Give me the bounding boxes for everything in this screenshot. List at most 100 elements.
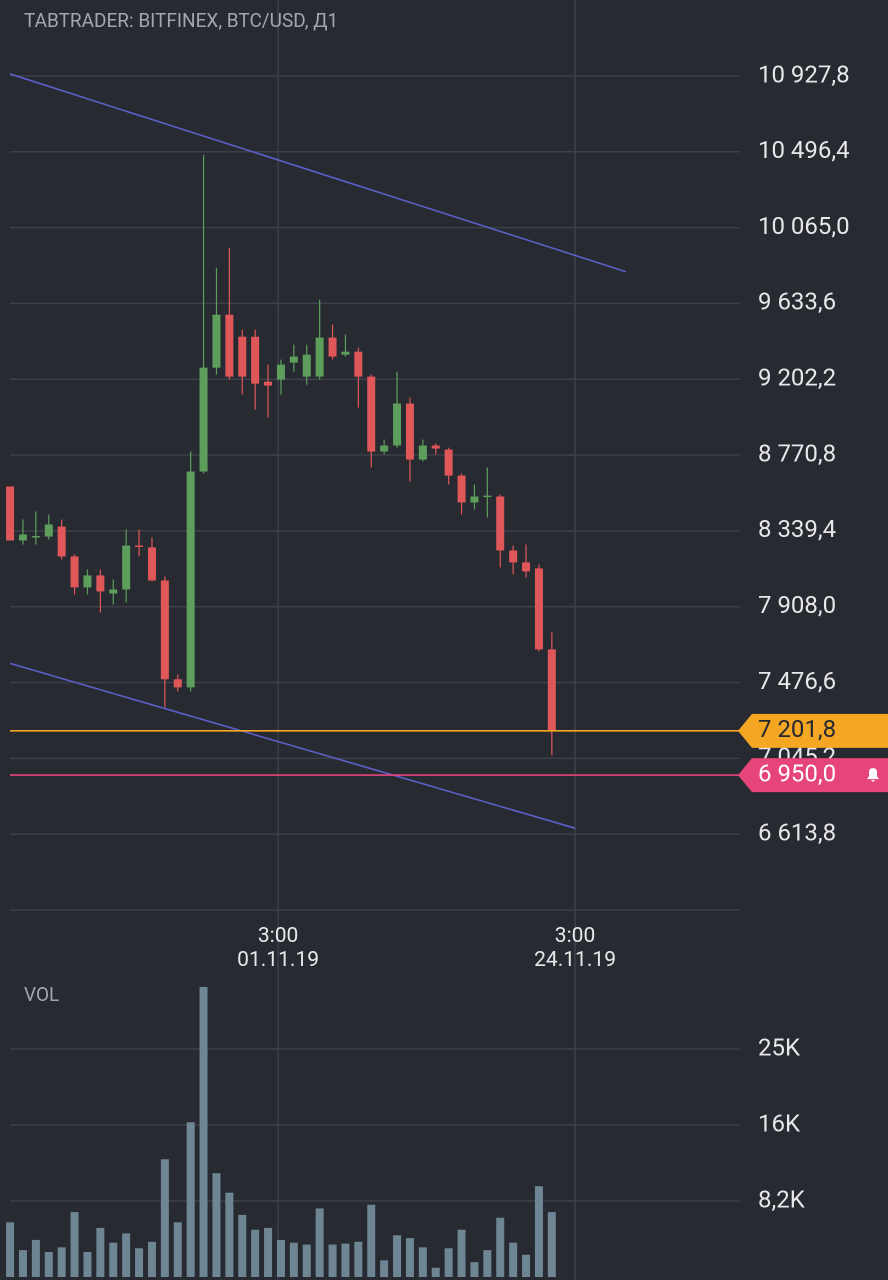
volume-bar	[367, 1204, 376, 1277]
y-tick-label: 7 908,0	[758, 591, 836, 619]
y-tick-label: 9 633,6	[758, 288, 836, 316]
price-tag-label: 7 201,8	[758, 715, 836, 743]
candle-body	[302, 354, 311, 377]
candle-body	[199, 367, 208, 472]
candle-body	[70, 556, 79, 588]
candle-body	[147, 547, 156, 581]
candle-body	[18, 534, 27, 541]
candle-body	[109, 589, 118, 594]
candle-body	[238, 336, 247, 377]
bell	[867, 768, 879, 782]
volume-bar	[238, 1214, 247, 1277]
y-tick-label: 6 613,8	[758, 819, 836, 847]
candle-body	[380, 445, 389, 452]
volume-bar	[212, 1173, 221, 1277]
volume-bar	[496, 1217, 505, 1277]
volume-bar	[393, 1235, 402, 1277]
volume-bar	[173, 1222, 182, 1277]
candle-body	[367, 376, 376, 452]
candle-body	[6, 486, 15, 541]
volume-bar	[225, 1192, 234, 1277]
candle-body	[160, 580, 169, 680]
volume-bar	[18, 1250, 27, 1277]
candle-body	[251, 336, 260, 384]
candle-body	[457, 475, 466, 503]
candle-body	[444, 449, 453, 476]
candle-body	[83, 575, 92, 588]
volume-title: VOL	[24, 983, 59, 1006]
volume-bar	[405, 1238, 414, 1277]
volume-bar	[31, 1239, 40, 1277]
candle-body	[225, 314, 234, 377]
y-tick-label: 7 476,6	[758, 667, 836, 695]
candle-body	[405, 403, 414, 460]
candle-body	[135, 545, 144, 548]
volume-bar	[534, 1186, 543, 1277]
candle-body	[31, 536, 40, 538]
volume-bar	[70, 1212, 79, 1277]
candle-body	[315, 337, 324, 377]
y-tick-label: 10 927,8	[758, 60, 850, 88]
volume-bar	[199, 986, 208, 1277]
alert-icon	[867, 768, 879, 782]
volume-bar	[186, 1122, 195, 1277]
volume-bar	[160, 1159, 169, 1277]
volume-bar	[289, 1242, 298, 1277]
volume-bar	[6, 1222, 15, 1277]
volume-bar	[96, 1227, 105, 1277]
volume-bar	[83, 1251, 92, 1277]
trend-line	[9, 73, 627, 273]
volume-bar	[444, 1248, 453, 1277]
volume-bar	[147, 1241, 156, 1277]
y-tick-label: 9 202,2	[758, 364, 836, 392]
volume-bar	[457, 1229, 466, 1277]
candle-body	[276, 364, 285, 380]
candle-body	[431, 445, 440, 449]
candle-body	[547, 649, 556, 731]
volume-bar	[122, 1233, 131, 1277]
volume-bar	[315, 1208, 324, 1277]
volume-bar	[276, 1239, 285, 1277]
candle-body	[483, 495, 492, 498]
volume-bar	[341, 1243, 350, 1277]
candle-body	[393, 403, 402, 446]
candle-body	[212, 314, 221, 368]
x-tick-label: 3:00 01.11.19	[237, 924, 319, 972]
candle-body	[96, 575, 105, 592]
candle-body	[264, 381, 273, 386]
volume-bar	[380, 1260, 389, 1277]
volume-bar	[109, 1242, 118, 1277]
candle-body	[534, 568, 543, 650]
volume-bar	[264, 1227, 273, 1277]
y-tick-label: 8,2K	[758, 1185, 806, 1213]
volume-bar	[418, 1247, 427, 1277]
candle-body	[341, 351, 350, 355]
volume-bar	[354, 1241, 363, 1277]
chart-title: TABTRADER: BITFINEX, BTC/USD, Д1	[24, 9, 338, 32]
volume-bar	[522, 1254, 531, 1277]
volume-bar	[44, 1251, 53, 1277]
candle-body	[122, 545, 131, 590]
candle-body	[418, 445, 427, 460]
volume-bar	[483, 1250, 492, 1277]
volume-bar	[470, 1262, 479, 1277]
volume-bar	[57, 1247, 66, 1277]
volume-bar	[431, 1267, 440, 1277]
candle-body	[173, 679, 182, 688]
y-tick-label: 8 770,8	[758, 439, 836, 467]
candle-body	[44, 524, 53, 537]
candle-body	[289, 356, 298, 363]
volume-bar	[251, 1229, 260, 1277]
x-tick-label: 3:00 24.11.19	[534, 924, 616, 972]
trend-line	[9, 662, 576, 829]
price-tag	[738, 713, 888, 748]
y-tick-label: 16K	[758, 1109, 801, 1137]
volume-bar	[509, 1242, 518, 1277]
y-tick-label: 10 065,0	[758, 212, 850, 240]
volume-bar	[302, 1244, 311, 1277]
candle-body	[496, 496, 505, 551]
price-tag-label: 6 950,0	[758, 759, 836, 787]
candle-body	[470, 496, 479, 503]
candle-body	[509, 550, 518, 563]
